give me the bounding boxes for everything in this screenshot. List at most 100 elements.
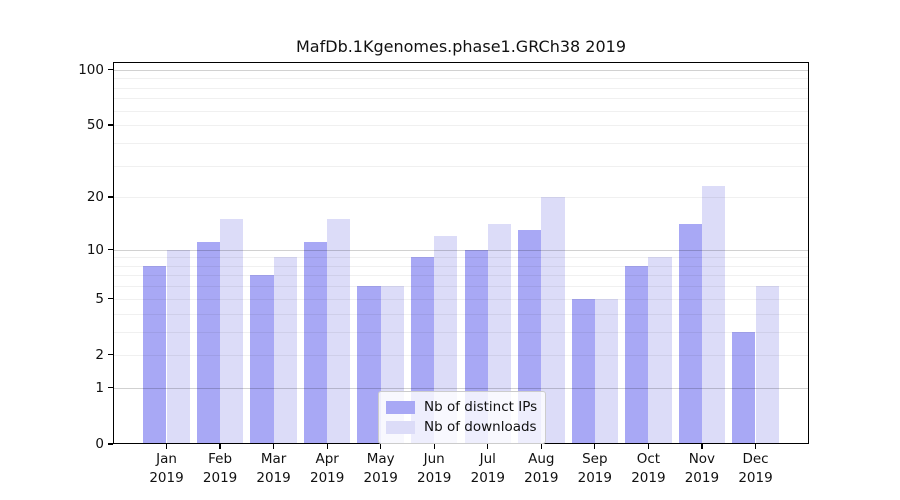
legend-label-ips: Nb of distinct IPs [424, 399, 538, 415]
bar-downloads-jul [487, 224, 512, 444]
x-tick-year: 2019 [149, 469, 184, 486]
bar-downloads-sep [594, 298, 619, 444]
x-tick-month: May [366, 451, 395, 467]
plot-area: Nb of distinct IPs Nb of downloads Jan 20… [78, 62, 809, 486]
gridline-minor-90 [113, 78, 809, 80]
gridline-minor-7 [113, 275, 809, 277]
bar-ips-sep [571, 298, 595, 444]
y-tick-mark-20 [107, 196, 113, 198]
x-tick-label-jul: Jul 2019 [456, 450, 520, 487]
bar-ips-jan [143, 265, 167, 444]
bar-downloads-nov [701, 186, 726, 444]
x-tick-year: 2019 [684, 469, 720, 486]
x-tick-mark-apr [326, 444, 328, 449]
x-tick-month: Nov [688, 451, 716, 467]
x-tick-label-jun: Jun 2019 [402, 450, 466, 487]
y-tick-label-5: 5 [95, 290, 104, 307]
y-tick-label-10: 10 [86, 241, 104, 258]
y-tick-mark-10 [107, 248, 113, 251]
bar-ips-apr [303, 242, 328, 444]
gridline-minor-20 [113, 197, 809, 199]
y-tick-label-0: 0 [95, 436, 104, 452]
legend-swatch-ips [386, 400, 415, 414]
x-tick-label-may: May 2019 [349, 450, 413, 487]
gridline-minor-50 [113, 125, 809, 127]
x-tick-label-aug: Aug 2019 [509, 450, 573, 487]
y-tick-label-20: 20 [86, 189, 104, 206]
y-tick-mark-2 [107, 354, 113, 356]
gridline-major-10 [113, 249, 809, 251]
bar-ips-nov [678, 224, 702, 444]
x-tick-month: Dec [742, 451, 769, 467]
chart-title: MafDb.1Kgenomes.phase1.GRCh38 2019 [296, 37, 626, 56]
x-tick-month: Feb [208, 451, 233, 467]
gridline-minor-30 [113, 165, 809, 167]
legend-item-distinct-ips: Nb of distinct IPs [386, 397, 537, 417]
bar-downloads-oct [648, 257, 672, 444]
y-tick-mark-1 [107, 387, 113, 389]
y-tick-label-1: 1 [95, 379, 104, 396]
x-tick-label-dec: Dec 2019 [724, 450, 788, 487]
legend-label-downloads: Nb of downloads [424, 419, 537, 435]
bar-downloads-apr [327, 219, 351, 444]
gridline-minor-2 [113, 354, 809, 356]
y-tick-mark-5 [107, 298, 113, 300]
bar-ips-oct [625, 265, 649, 444]
bar-ips-dec [732, 331, 756, 444]
gridline-major-1 [113, 387, 809, 389]
x-tick-label-nov: Nov 2019 [670, 450, 734, 487]
gridline-minor-70 [113, 98, 809, 100]
x-tick-mark-jul [487, 444, 489, 449]
x-tick-year: 2019 [256, 469, 291, 486]
x-tick-year: 2019 [363, 469, 398, 486]
x-tick-month: Apr [315, 451, 339, 467]
x-tick-label-feb: Feb 2019 [188, 450, 252, 487]
bar-downloads-jan [166, 249, 190, 444]
x-tick-month: Aug [528, 451, 555, 467]
x-tick-mark-dec [754, 444, 757, 449]
x-tick-mark-mar [273, 444, 275, 449]
x-tick-year: 2019 [577, 469, 612, 486]
bar-ips-may [357, 286, 381, 444]
x-tick-mark-jan [165, 444, 168, 449]
bar-ips-mar [250, 275, 274, 444]
gridline-minor-80 [113, 87, 809, 89]
x-tick-month: Jul [479, 451, 496, 467]
x-tick-year: 2019 [631, 469, 666, 486]
x-tick-label-oct: Oct 2019 [616, 450, 680, 487]
x-tick-mark-feb [219, 444, 221, 449]
x-tick-month: Oct [636, 451, 661, 467]
x-tick-month: Mar [260, 451, 287, 467]
x-tick-year: 2019 [524, 469, 559, 486]
x-tick-label-sep: Sep 2019 [563, 450, 627, 487]
bar-downloads-aug [541, 197, 565, 444]
x-tick-mark-aug [540, 444, 542, 449]
x-tick-year: 2019 [470, 469, 505, 486]
bar-downloads-dec [755, 286, 779, 444]
gridline-minor-3 [113, 331, 809, 333]
y-tick-mark-0 [107, 443, 113, 445]
gridline-minor-40 [113, 142, 809, 144]
gridline-minor-9 [113, 257, 809, 259]
x-tick-month: Jun [423, 451, 445, 467]
y-tick-label-2: 2 [95, 346, 104, 363]
legend: Nb of distinct IPs Nb of downloads [378, 391, 547, 444]
gridline-major-100 [113, 69, 809, 71]
x-tick-month: Jan [156, 451, 177, 467]
y-tick-label-100: 100 [78, 61, 104, 78]
gridline-minor-60 [113, 110, 809, 112]
gridline-minor-8 [113, 265, 809, 267]
gridline-minor-6 [113, 286, 809, 288]
bar-ips-aug [518, 229, 542, 444]
gridline-minor-4 [113, 313, 809, 315]
x-tick-mark-nov [701, 444, 703, 449]
gridline-minor-5 [113, 298, 809, 300]
x-tick-mark-sep [594, 444, 596, 449]
bar-downloads-feb [220, 219, 244, 444]
x-tick-year: 2019 [310, 469, 345, 486]
x-tick-year: 2019 [202, 469, 238, 486]
y-tick-mark-100 [107, 69, 113, 71]
x-tick-month: Sep [582, 451, 608, 467]
x-tick-mark-jun [433, 444, 435, 449]
